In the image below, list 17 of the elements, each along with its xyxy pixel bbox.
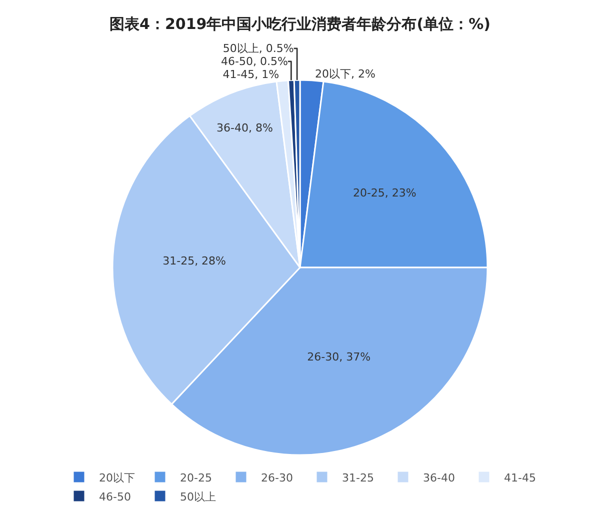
data-label: 50以上, 0.5% — [222, 42, 294, 55]
data-label: 20以下, 2% — [315, 67, 376, 80]
data-label: 41-45, 1% — [222, 68, 280, 81]
data-label: 20-25, 23% — [352, 186, 416, 200]
legend-label: 26-30 — [261, 471, 293, 484]
data-label: 36-40, 8% — [216, 121, 273, 134]
legend-label: 50以上 — [180, 490, 216, 504]
chart-title: 图表4：2019年中国小吃行业消费者年龄分布(单位：%) — [110, 14, 490, 33]
data-label: 46-50, 0.5% — [221, 54, 288, 68]
legend-label: 36-40 — [423, 471, 455, 484]
legend-label: 20以下 — [99, 471, 135, 484]
legend-label: 41-45 — [504, 471, 536, 484]
legend-label: 46-50 — [99, 490, 131, 504]
data-label: 31-25, 28% — [162, 254, 226, 268]
data-label: 26-30, 37% — [307, 350, 371, 364]
legend-label: 31-25 — [342, 471, 374, 484]
legend-label: 20-25 — [180, 471, 212, 484]
